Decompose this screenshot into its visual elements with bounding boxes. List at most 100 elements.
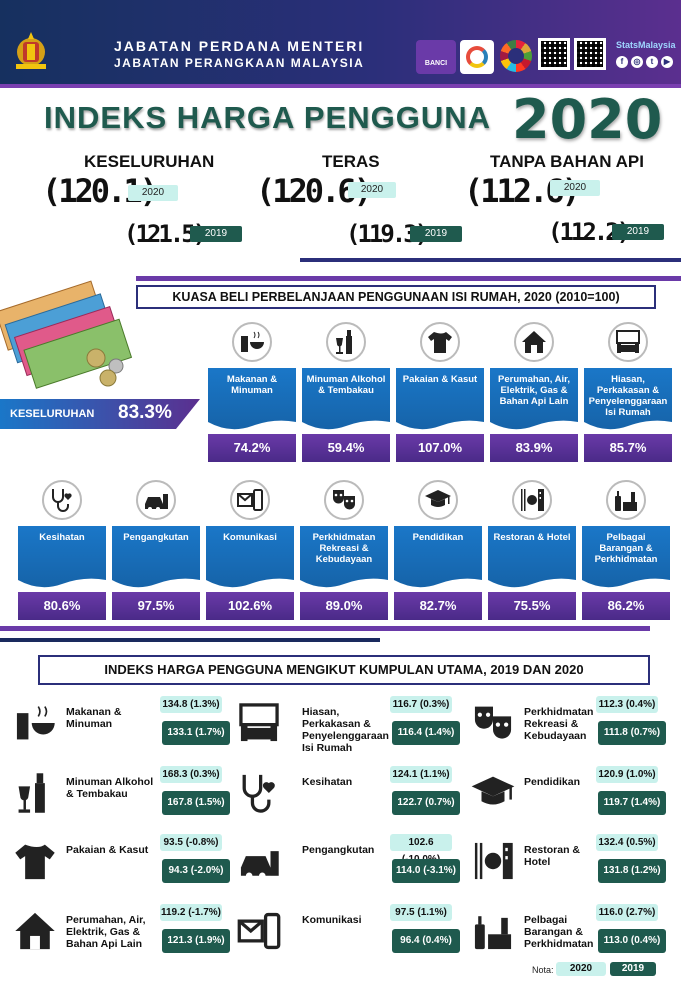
group-label-misc-goods: Pelbagai Barangan & Perkhidmatan: [524, 914, 594, 950]
card-value: 89.0%: [325, 598, 363, 613]
purchasing-card-misc-goods: Pelbagai Barangan & Perkhidmatan 86.2%: [582, 526, 670, 626]
group-2019-bottle: 167.8 (1.5%): [162, 791, 230, 815]
section-divider: [300, 258, 681, 262]
food-icon: [12, 700, 58, 746]
group-2019-food: 133.1 (1.7%): [162, 721, 230, 745]
core-2020-pill: 2020: [348, 182, 396, 198]
page-title: INDEKS HARGA PENGGUNA: [44, 100, 491, 135]
shirt-icon: [420, 322, 460, 362]
core-label: TERAS: [322, 152, 380, 171]
card-label: Perkhidmatan Rekreasi & Kebudayaan: [312, 532, 376, 565]
nota-2019: 2019: [610, 962, 656, 976]
bottle-icon: [326, 322, 366, 362]
phone-icon: [230, 480, 270, 520]
stethoscope-icon: [236, 770, 282, 816]
bottle-icon: [12, 770, 58, 816]
qr-code-2[interactable]: [574, 38, 606, 70]
money-illustration-icon: [0, 270, 140, 390]
group-2019-misc-goods: 113.0 (0.4%): [598, 929, 666, 953]
group-2019-car: 114.0 (-3.1%): [392, 859, 460, 883]
overall-purchasing-label: KESELURUHAN: [10, 408, 95, 420]
card-label: Komunikasi: [223, 532, 277, 543]
masks-icon: [470, 700, 516, 746]
group-2020-restaurant: 132.4 (0.5%): [596, 834, 658, 851]
header-stripe: [0, 84, 681, 88]
group-2019-restaurant: 131.8 (1.2%): [598, 859, 666, 883]
card-label: Pelbagai Barangan & Perkhidmatan: [594, 532, 658, 565]
graduation-cap-icon: [418, 480, 458, 520]
shirt-icon: [12, 838, 58, 884]
group-2019-graduation-cap: 119.7 (1.4%): [598, 791, 666, 815]
group-2019-shirt: 94.3 (-2.0%): [162, 859, 230, 883]
card-value: 107.0%: [417, 440, 463, 455]
group-label-car: Pengangkutan: [302, 844, 375, 856]
group-2020-furniture: 116.7 (0.3%): [390, 696, 452, 713]
purchasing-card-bottle: Minuman Alkohol & Tembakau 59.4%: [302, 368, 390, 468]
banci-logo: BANCI: [416, 40, 456, 74]
misc-goods-icon: [470, 908, 516, 954]
purchasing-title: KUASA BELI PERBELANJAAN PENGGUNAAN ISI R…: [136, 285, 656, 309]
group-label-furniture: Hiasan, Perkakasan & Penyelenggaraan Isi…: [302, 706, 389, 754]
card-label: Pengangkutan: [123, 532, 189, 543]
card-label: Pendidikan: [412, 532, 464, 543]
page-year: 2020: [512, 88, 663, 151]
card-value: 75.5%: [513, 598, 551, 613]
groups-title: INDEKS HARGA PENGGUNA MENGIKUT KUMPULAN …: [38, 655, 650, 685]
purchasing-card-graduation-cap: Pendidikan 82.7%: [394, 526, 482, 626]
car-icon: [236, 838, 282, 884]
purchasing-bottom-line: [0, 638, 380, 642]
group-2020-bottle: 168.3 (0.3%): [160, 766, 222, 783]
overall-label: KESELURUHAN: [84, 152, 215, 171]
purchasing-card-stethoscope: Kesihatan 80.6%: [18, 526, 106, 626]
dept-line-2: JABATAN PERANGKAAN MALAYSIA: [114, 56, 365, 70]
masks-icon: [324, 480, 364, 520]
card-label: Makanan & Minuman: [226, 374, 278, 396]
card-value: 80.6%: [43, 598, 81, 613]
purchasing-card-food: Makanan & Minuman 74.2%: [208, 368, 296, 468]
house-icon: [12, 908, 58, 954]
overall-2019-pill: 2019: [190, 226, 242, 242]
group-2020-phone: 97.5 (1.1%): [390, 904, 452, 921]
facebook-icon[interactable]: f: [616, 56, 628, 68]
partner-logo: [460, 40, 494, 74]
group-label-shirt: Pakaian & Kasut: [66, 844, 149, 856]
group-2020-stethoscope: 124.1 (1.1%): [390, 766, 452, 783]
card-label: Minuman Alkohol & Tembakau: [306, 374, 386, 396]
group-2019-stethoscope: 122.7 (0.7%): [392, 791, 460, 815]
instagram-icon[interactable]: ◎: [631, 56, 643, 68]
youtube-icon[interactable]: ▶: [661, 56, 673, 68]
overall-purchasing-value: 83.3%: [118, 402, 172, 423]
group-label-stethoscope: Kesihatan: [302, 776, 353, 788]
group-label-graduation-cap: Pendidikan: [524, 776, 581, 788]
twitter-icon[interactable]: t: [646, 56, 658, 68]
card-value: 83.9%: [515, 440, 553, 455]
group-label-bottle: Minuman Alkohol & Tembakau: [66, 776, 154, 800]
card-label: Hiasan, Perkakasan & Penyelenggaraan Isi…: [588, 374, 668, 418]
group-label-phone: Komunikasi: [302, 914, 362, 926]
group-label-masks: Perkhidmatan Rekreasi & Kebudayaan: [524, 706, 594, 742]
group-2019-masks: 111.8 (0.7%): [598, 721, 666, 745]
misc-goods-icon: [606, 480, 646, 520]
purchasing-card-furniture: Hiasan, Perkakasan & Penyelenggaraan Isi…: [584, 368, 672, 468]
overall-purchasing-bar: [0, 399, 200, 429]
group-2020-shirt: 93.5 (-0.8%): [160, 834, 222, 851]
car-icon: [136, 480, 176, 520]
card-label: Pakaian & Kasut: [402, 374, 478, 385]
group-2020-misc-goods: 116.0 (2.7%): [596, 904, 658, 921]
card-label: Restoran & Hotel: [493, 532, 571, 543]
card-label: Perumahan, Air, Elektrik, Gas & Bahan Ap…: [498, 374, 570, 407]
card-value: 74.2%: [233, 440, 271, 455]
group-2020-house: 119.2 (-1.7%): [160, 904, 222, 921]
dept-line-1: JABATAN PERDANA MENTERI: [114, 38, 365, 54]
qr-code-1[interactable]: [538, 38, 570, 70]
group-2019-house: 121.3 (1.9%): [162, 929, 230, 953]
nonfuel-label: TANPA BAHAN API: [490, 152, 644, 171]
purchasing-card-phone: Komunikasi 102.6%: [206, 526, 294, 626]
stethoscope-icon: [42, 480, 82, 520]
sdg-logo: [500, 40, 532, 72]
stats-malaysia-label: StatsMalaysia: [616, 40, 676, 50]
card-value: 85.7%: [609, 440, 647, 455]
restaurant-icon: [512, 480, 552, 520]
overall-2020-pill: 2020: [128, 185, 178, 201]
card-value: 86.2%: [607, 598, 645, 613]
